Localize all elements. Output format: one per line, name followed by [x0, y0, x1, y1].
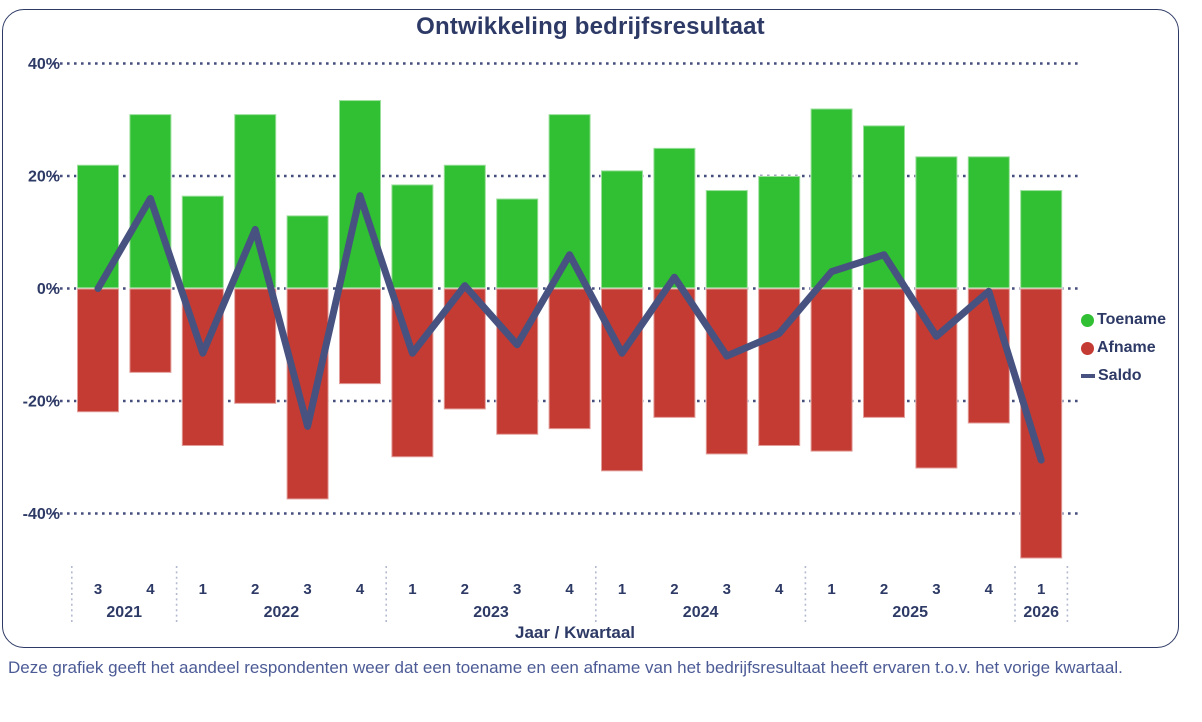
- chart-title: Ontwikkeling bedrijfsresultaat: [416, 13, 765, 40]
- legend-label-saldo: Saldo: [1098, 367, 1142, 384]
- chart-caption: Deze grafiek geeft het aandeel responden…: [8, 658, 1123, 677]
- year-label: 2025: [892, 604, 928, 621]
- quarter-label: 4: [146, 581, 155, 598]
- legend-item-saldo: Saldo: [1081, 366, 1166, 386]
- quarter-label: 4: [775, 581, 784, 598]
- quarter-label: 2: [670, 581, 678, 598]
- y-tick-label: 20%: [28, 169, 60, 186]
- year-label: 2026: [1023, 604, 1059, 621]
- saldo-line: [94, 192, 1045, 464]
- quarter-label: 4: [356, 581, 365, 598]
- quarter-label: 3: [303, 581, 311, 598]
- bar-afname: [285, 287, 330, 501]
- quarter-label: 3: [723, 581, 731, 598]
- year-label: 2022: [264, 604, 300, 621]
- year-label: 2024: [683, 604, 719, 621]
- afname-marker-icon: [1081, 341, 1094, 355]
- quarter-label: 1: [199, 581, 207, 598]
- saldo-marker-icon: [1081, 374, 1095, 378]
- year-label: 2021: [106, 604, 142, 621]
- bar-afname: [862, 287, 906, 419]
- legend-item-afname: Afname: [1081, 338, 1166, 358]
- quarter-label: 2: [880, 581, 888, 598]
- x-axis-title: Jaar / Kwartaal: [515, 623, 635, 642]
- bar-toename: [757, 175, 802, 290]
- bar-afname: [76, 287, 120, 414]
- legend-item-toename: Toename: [1081, 310, 1166, 330]
- bar-toename: [914, 155, 959, 290]
- quarter-label: 4: [565, 581, 574, 598]
- quarter-label: 1: [618, 581, 626, 598]
- bar-afname: [704, 287, 749, 456]
- y-tick-label: 40%: [28, 56, 60, 73]
- toename-marker-icon: [1081, 313, 1094, 327]
- y-tick-label: -20%: [23, 394, 60, 411]
- bar-toename: [495, 197, 540, 290]
- bar-afname: [809, 287, 854, 453]
- bar-toename: [600, 169, 644, 290]
- quarter-label: 4: [985, 581, 994, 598]
- bar-toename: [652, 146, 697, 290]
- bar-toename: [547, 113, 592, 290]
- bar-toename: [390, 183, 435, 290]
- bar-toename: [966, 155, 1011, 290]
- bar-toename: [704, 189, 749, 290]
- quarter-label: 1: [827, 581, 835, 598]
- bar-afname: [233, 287, 278, 405]
- bar-afname: [338, 287, 382, 386]
- bar-toename: [1019, 189, 1064, 290]
- y-tick-label: 0%: [37, 281, 60, 298]
- quarter-label: 2: [251, 581, 259, 598]
- bar-toename: [180, 194, 225, 290]
- bar-afname: [652, 287, 697, 419]
- bar-afname: [495, 287, 540, 436]
- quarter-label: 3: [513, 581, 521, 598]
- bar-afname: [128, 287, 173, 374]
- bar-afname: [966, 287, 1011, 425]
- chart-canvas: 40% 20% 0% -20% -40% 2021 2022 2023 2024 2025 2026…: [23, 56, 1081, 642]
- year-label: 2023: [473, 604, 509, 621]
- y-tick-label: -40%: [23, 506, 60, 523]
- bar-toename: [809, 107, 854, 290]
- chart-card: Ontwikkeling bedrijfsresultaat 40% 20% 0% -…: [2, 9, 1179, 648]
- legend-label-afname: Afname: [1097, 339, 1156, 356]
- bar-toename: [285, 214, 330, 290]
- bar-afname: [547, 287, 592, 431]
- bar-toename: [862, 124, 906, 290]
- legend-label-toename: Toename: [1097, 311, 1167, 328]
- quarter-label: 3: [932, 581, 940, 598]
- quarter-label: 1: [408, 581, 416, 598]
- bar-afname: [600, 287, 644, 473]
- quarter-label: 3: [94, 581, 102, 598]
- bar-toename: [442, 163, 487, 290]
- legend: Toename Afname Saldo: [1081, 310, 1166, 386]
- quarter-label: 1: [1037, 581, 1045, 598]
- quarter-label: 2: [461, 581, 469, 598]
